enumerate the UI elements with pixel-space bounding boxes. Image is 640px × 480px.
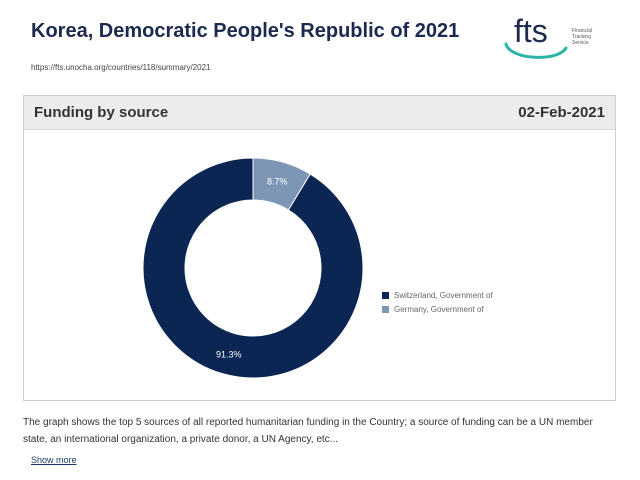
logo-tagline-1: Financial xyxy=(572,28,592,34)
logo-wordmark: fts xyxy=(514,13,548,49)
show-more-link[interactable]: Show more xyxy=(31,455,77,465)
legend-item-1[interactable]: Germany, Government of xyxy=(382,302,493,316)
legend-label-0: Switzerland, Government of xyxy=(394,290,493,300)
donut-chart: 91.3% 8.7% xyxy=(142,157,364,379)
page-url: https://fts.unocha.org/countries/118/sum… xyxy=(31,63,211,72)
panel-title: Funding by source xyxy=(34,104,169,121)
slice-label-0: 91.3% xyxy=(216,350,242,360)
panel-header: Funding by source 02-Feb-2021 xyxy=(24,96,615,130)
funding-panel: Funding by source 02-Feb-2021 91.3% 8.7% … xyxy=(23,95,616,401)
logo-swoosh xyxy=(504,42,568,59)
donut-slice-0[interactable] xyxy=(142,157,364,379)
chart-area: 91.3% 8.7% Switzerland, Government of Germ… xyxy=(24,130,615,400)
legend-label-1: Germany, Government of xyxy=(394,304,484,314)
slice-label-1: 8.7% xyxy=(267,176,288,186)
fts-logo: fts Financial Tracking Service xyxy=(500,10,616,62)
legend-item-0[interactable]: Switzerland, Government of xyxy=(382,288,493,302)
donut-slice-1[interactable] xyxy=(252,157,311,211)
page-title: Korea, Democratic People's Republic of 2… xyxy=(31,20,460,42)
chart-description: The graph shows the top 5 sources of all… xyxy=(23,417,593,445)
legend-swatch-1 xyxy=(382,305,389,313)
logo-tagline-2: Tracking xyxy=(572,34,591,40)
logo-tagline-3: Service xyxy=(572,40,589,46)
legend-swatch-0 xyxy=(382,291,389,299)
panel-date: 02-Feb-2021 xyxy=(518,104,605,121)
chart-legend: Switzerland, Government of Germany, Gover… xyxy=(382,288,493,316)
